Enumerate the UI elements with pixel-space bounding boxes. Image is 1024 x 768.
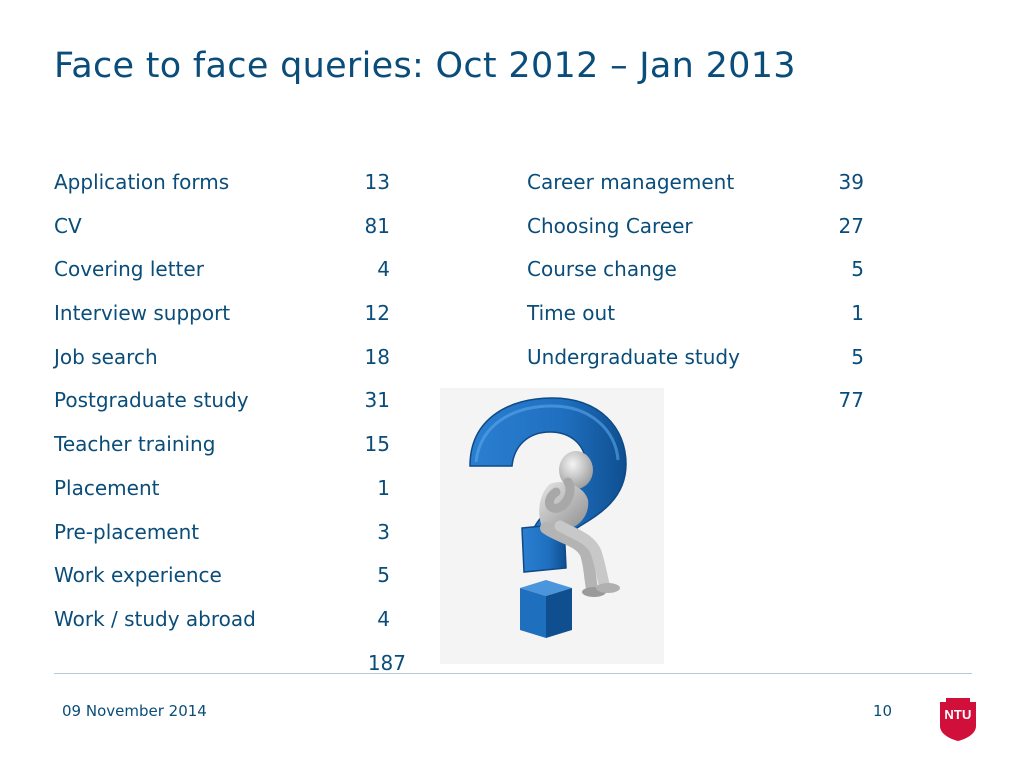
table-row: Choosing Career 27 — [527, 207, 867, 251]
row-value: 18 — [364, 344, 390, 369]
row-label: Work experience — [54, 563, 222, 588]
row-value: 4 — [377, 606, 390, 631]
table-row: Work experience 5 — [54, 556, 410, 600]
row-value: 5 — [377, 563, 390, 588]
page-number: 10 — [873, 702, 893, 720]
table-row: Career management 39 — [527, 163, 867, 207]
table-row: Application forms 13 — [54, 163, 410, 207]
ntu-logo: NTU — [938, 696, 978, 742]
footer-date: 09 November 2014 — [62, 702, 207, 720]
table-row: Work / study abroad 4 — [54, 600, 410, 644]
table-row: Teacher training 15 — [54, 425, 410, 469]
row-label: CV — [54, 213, 82, 238]
row-label: Work / study abroad — [54, 606, 256, 631]
row-value: 15 — [364, 432, 390, 457]
table-row: Interview support 12 — [54, 294, 410, 338]
table-row: Pre-placement 3 — [54, 513, 410, 557]
row-value: 13 — [364, 170, 390, 194]
row-value: 4 — [377, 257, 390, 282]
table-row: Course change 5 — [527, 250, 867, 294]
row-label: Undergraduate study — [527, 344, 740, 369]
row-value: 5 — [851, 257, 864, 282]
table-row: Postgraduate study 31 — [54, 381, 410, 425]
row-value: 31 — [364, 388, 390, 413]
row-value: 39 — [838, 170, 864, 194]
row-label: Course change — [527, 257, 677, 282]
logo-text: NTU — [944, 707, 972, 722]
row-value: 1 — [851, 301, 864, 326]
row-value: 81 — [364, 213, 390, 238]
total-value: 187 — [367, 650, 406, 675]
table-row: CV 81 — [54, 207, 410, 251]
row-label: Pre-placement — [54, 519, 200, 544]
table-row: Covering letter 4 — [54, 250, 410, 294]
slide-title: Face to face queries: Oct 2012 – Jan 201… — [54, 46, 796, 86]
table-row: Placement 1 — [54, 469, 410, 513]
thinking-person-question-mark-icon — [440, 388, 664, 664]
row-value: 1 — [377, 475, 390, 500]
total-row: 77 — [527, 381, 867, 425]
footer-divider — [54, 673, 972, 674]
row-label: Choosing Career — [527, 213, 693, 238]
total-value: 77 — [838, 388, 864, 413]
row-label: Career management — [527, 170, 735, 194]
row-label: Interview support — [54, 301, 231, 326]
left-query-table: Application forms 13 CV 81 Covering lett… — [54, 163, 410, 687]
table-row: Undergraduate study 5 — [527, 338, 867, 382]
row-value: 12 — [364, 301, 390, 326]
row-label: Covering letter — [54, 257, 204, 282]
row-label: Job search — [54, 344, 158, 369]
table-row: Job search 18 — [54, 338, 410, 382]
row-label: Teacher training — [54, 432, 216, 457]
row-value: 3 — [377, 519, 390, 544]
row-label: Time out — [527, 301, 616, 326]
row-label: Placement — [54, 475, 160, 500]
table-row: Time out 1 — [527, 294, 867, 338]
row-label: Postgraduate study — [54, 388, 249, 413]
row-value: 27 — [838, 213, 864, 238]
row-label: Application forms — [54, 170, 230, 194]
row-value: 5 — [851, 344, 864, 369]
right-query-table: Career management 39 Choosing Career 27 … — [527, 163, 867, 425]
total-row: 187 — [54, 644, 410, 688]
